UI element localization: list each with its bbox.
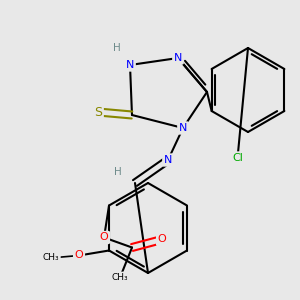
Text: CH₃: CH₃: [43, 253, 59, 262]
Text: N: N: [164, 155, 172, 165]
Text: N: N: [174, 53, 182, 63]
Text: H: H: [114, 167, 122, 177]
Text: O: O: [158, 235, 167, 244]
Text: N: N: [126, 60, 134, 70]
Text: O: O: [75, 250, 83, 260]
Text: H: H: [113, 43, 121, 53]
Text: S: S: [94, 106, 102, 118]
Text: Cl: Cl: [232, 153, 243, 163]
Text: O: O: [100, 232, 108, 242]
Text: CH₃: CH₃: [112, 273, 128, 282]
Text: N: N: [179, 123, 187, 133]
